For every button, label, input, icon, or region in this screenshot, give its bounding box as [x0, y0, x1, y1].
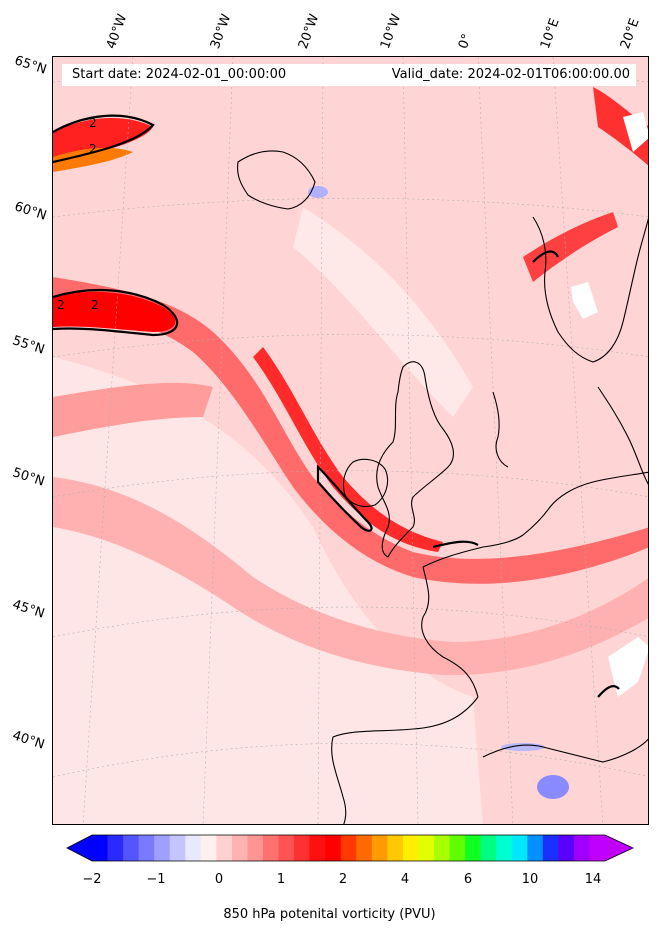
colorbar-swatch [558, 835, 575, 861]
lat-label: 50°N [10, 465, 47, 490]
colorbar-swatch [434, 835, 451, 861]
colorbar-swatch [169, 835, 186, 861]
iceland-coast [237, 150, 316, 210]
colorbar-swatch [294, 835, 311, 861]
contour-label: 2 [89, 142, 97, 156]
pv-high-region [523, 212, 618, 282]
colorbar-under-extension [67, 835, 92, 861]
colorbar-swatch [278, 835, 295, 861]
lat-label: 55°N [10, 333, 47, 358]
continental-coast [422, 471, 648, 568]
pv-band [53, 382, 213, 437]
colorbar-swatch [138, 835, 155, 861]
masked-terrain [623, 112, 648, 152]
date-banner: Start date: 2024-02-01_00:00:00 Valid_da… [62, 64, 636, 86]
colorbar-swatch [247, 835, 264, 861]
colorbar-swatch [123, 835, 140, 861]
colorbar-swatch [356, 835, 373, 861]
pv-band [53, 477, 648, 676]
colorbar-swatch [231, 835, 249, 861]
colorbar-swatch [92, 835, 109, 861]
colorbar-tick: 1 [276, 872, 286, 887]
lon-label: 40°W [103, 12, 131, 51]
valid-date-text: Valid_date: 2024-02-01T06:00:00.00 [391, 67, 630, 82]
colorbar-label: 850 hPa potenital vorticity (PVU) [223, 907, 436, 922]
lat-label: 60°N [12, 199, 49, 224]
sweden-coast [597, 386, 648, 485]
colorbar-swatch [527, 835, 544, 861]
colorbar-swatch [449, 835, 466, 861]
colorbar-swatch [325, 835, 342, 861]
masked-terrain [608, 637, 648, 697]
lon-label: 10°W [377, 12, 405, 51]
colorbar-swatch [200, 835, 217, 861]
map-panel: 2 2 2 2 [52, 56, 649, 825]
colorbar-swatch [154, 835, 171, 861]
contour-label: 2 [89, 116, 97, 130]
start-date-text: Start date: 2024-02-01_00:00:00 [72, 67, 287, 82]
colorbar-swatch [542, 835, 559, 861]
colorbar-swatch [107, 835, 124, 861]
colorbar-swatch [387, 835, 404, 861]
colorbar-swatch [340, 835, 357, 861]
pv-field-light-region [293, 207, 473, 417]
colorbar-swatch [371, 835, 388, 861]
colorbar-tick: 14 [584, 872, 602, 887]
colorbar [66, 834, 634, 862]
colorbar-tick: −1 [146, 872, 166, 887]
france-west-coast [421, 566, 479, 698]
colorbar-tick: 2 [338, 872, 348, 887]
colorbar-over-extension [605, 835, 633, 861]
pv-2-contours [53, 114, 620, 698]
masked-terrain [571, 282, 598, 319]
norway-coast [532, 216, 648, 363]
ireland-coast [342, 458, 389, 508]
colorbar-tick: 0 [214, 872, 224, 887]
colorbar-tick: −2 [82, 872, 102, 887]
contour-label: 2 [91, 298, 99, 312]
colorbar-swatch [589, 835, 606, 861]
denmark-coast [492, 391, 509, 468]
colorbar-swatch [185, 835, 202, 861]
colorbar-outline [66, 834, 634, 862]
north-africa-coast [482, 738, 648, 763]
lon-label: 20°W [295, 12, 323, 51]
colorbar-swatch [511, 835, 528, 861]
pv-frontal-core [253, 347, 443, 552]
colorbar-swatch [418, 835, 435, 861]
great-britain-coast [376, 361, 454, 558]
pv-very-high-region [53, 147, 133, 172]
colorbar-swatch [263, 835, 280, 861]
lon-label: 10°E [537, 16, 563, 51]
iberia-coast [331, 696, 479, 824]
colorbar-swatch [309, 835, 326, 861]
map-canvas: 2 2 2 2 [53, 57, 648, 824]
colorbar-swatch [402, 835, 420, 861]
pv-high-region [53, 291, 176, 332]
colorbar-swatch [216, 835, 233, 861]
lon-label: 30°W [207, 12, 235, 51]
colorbar-swatch [480, 835, 497, 861]
colorbar-swatch [496, 835, 513, 861]
colorbar-tick: 6 [463, 872, 473, 887]
lat-label: 45°N [10, 597, 47, 622]
lat-label: 40°N [10, 728, 47, 753]
lon-label: 0° [455, 31, 476, 51]
colorbar-swatch [465, 835, 482, 861]
contour-label: 2 [57, 298, 65, 312]
colorbar-tick: 4 [400, 872, 410, 887]
lon-label: 20°E [617, 16, 643, 51]
lat-label: 65°N [12, 53, 49, 78]
pv-negative-spot [501, 743, 545, 751]
coastlines [237, 150, 648, 824]
colorbar-tick: 10 [521, 872, 539, 887]
pv-negative-spot [537, 775, 569, 799]
pv-frontal-band [53, 277, 648, 584]
graticule [53, 57, 648, 824]
colorbar-swatch [573, 835, 591, 861]
